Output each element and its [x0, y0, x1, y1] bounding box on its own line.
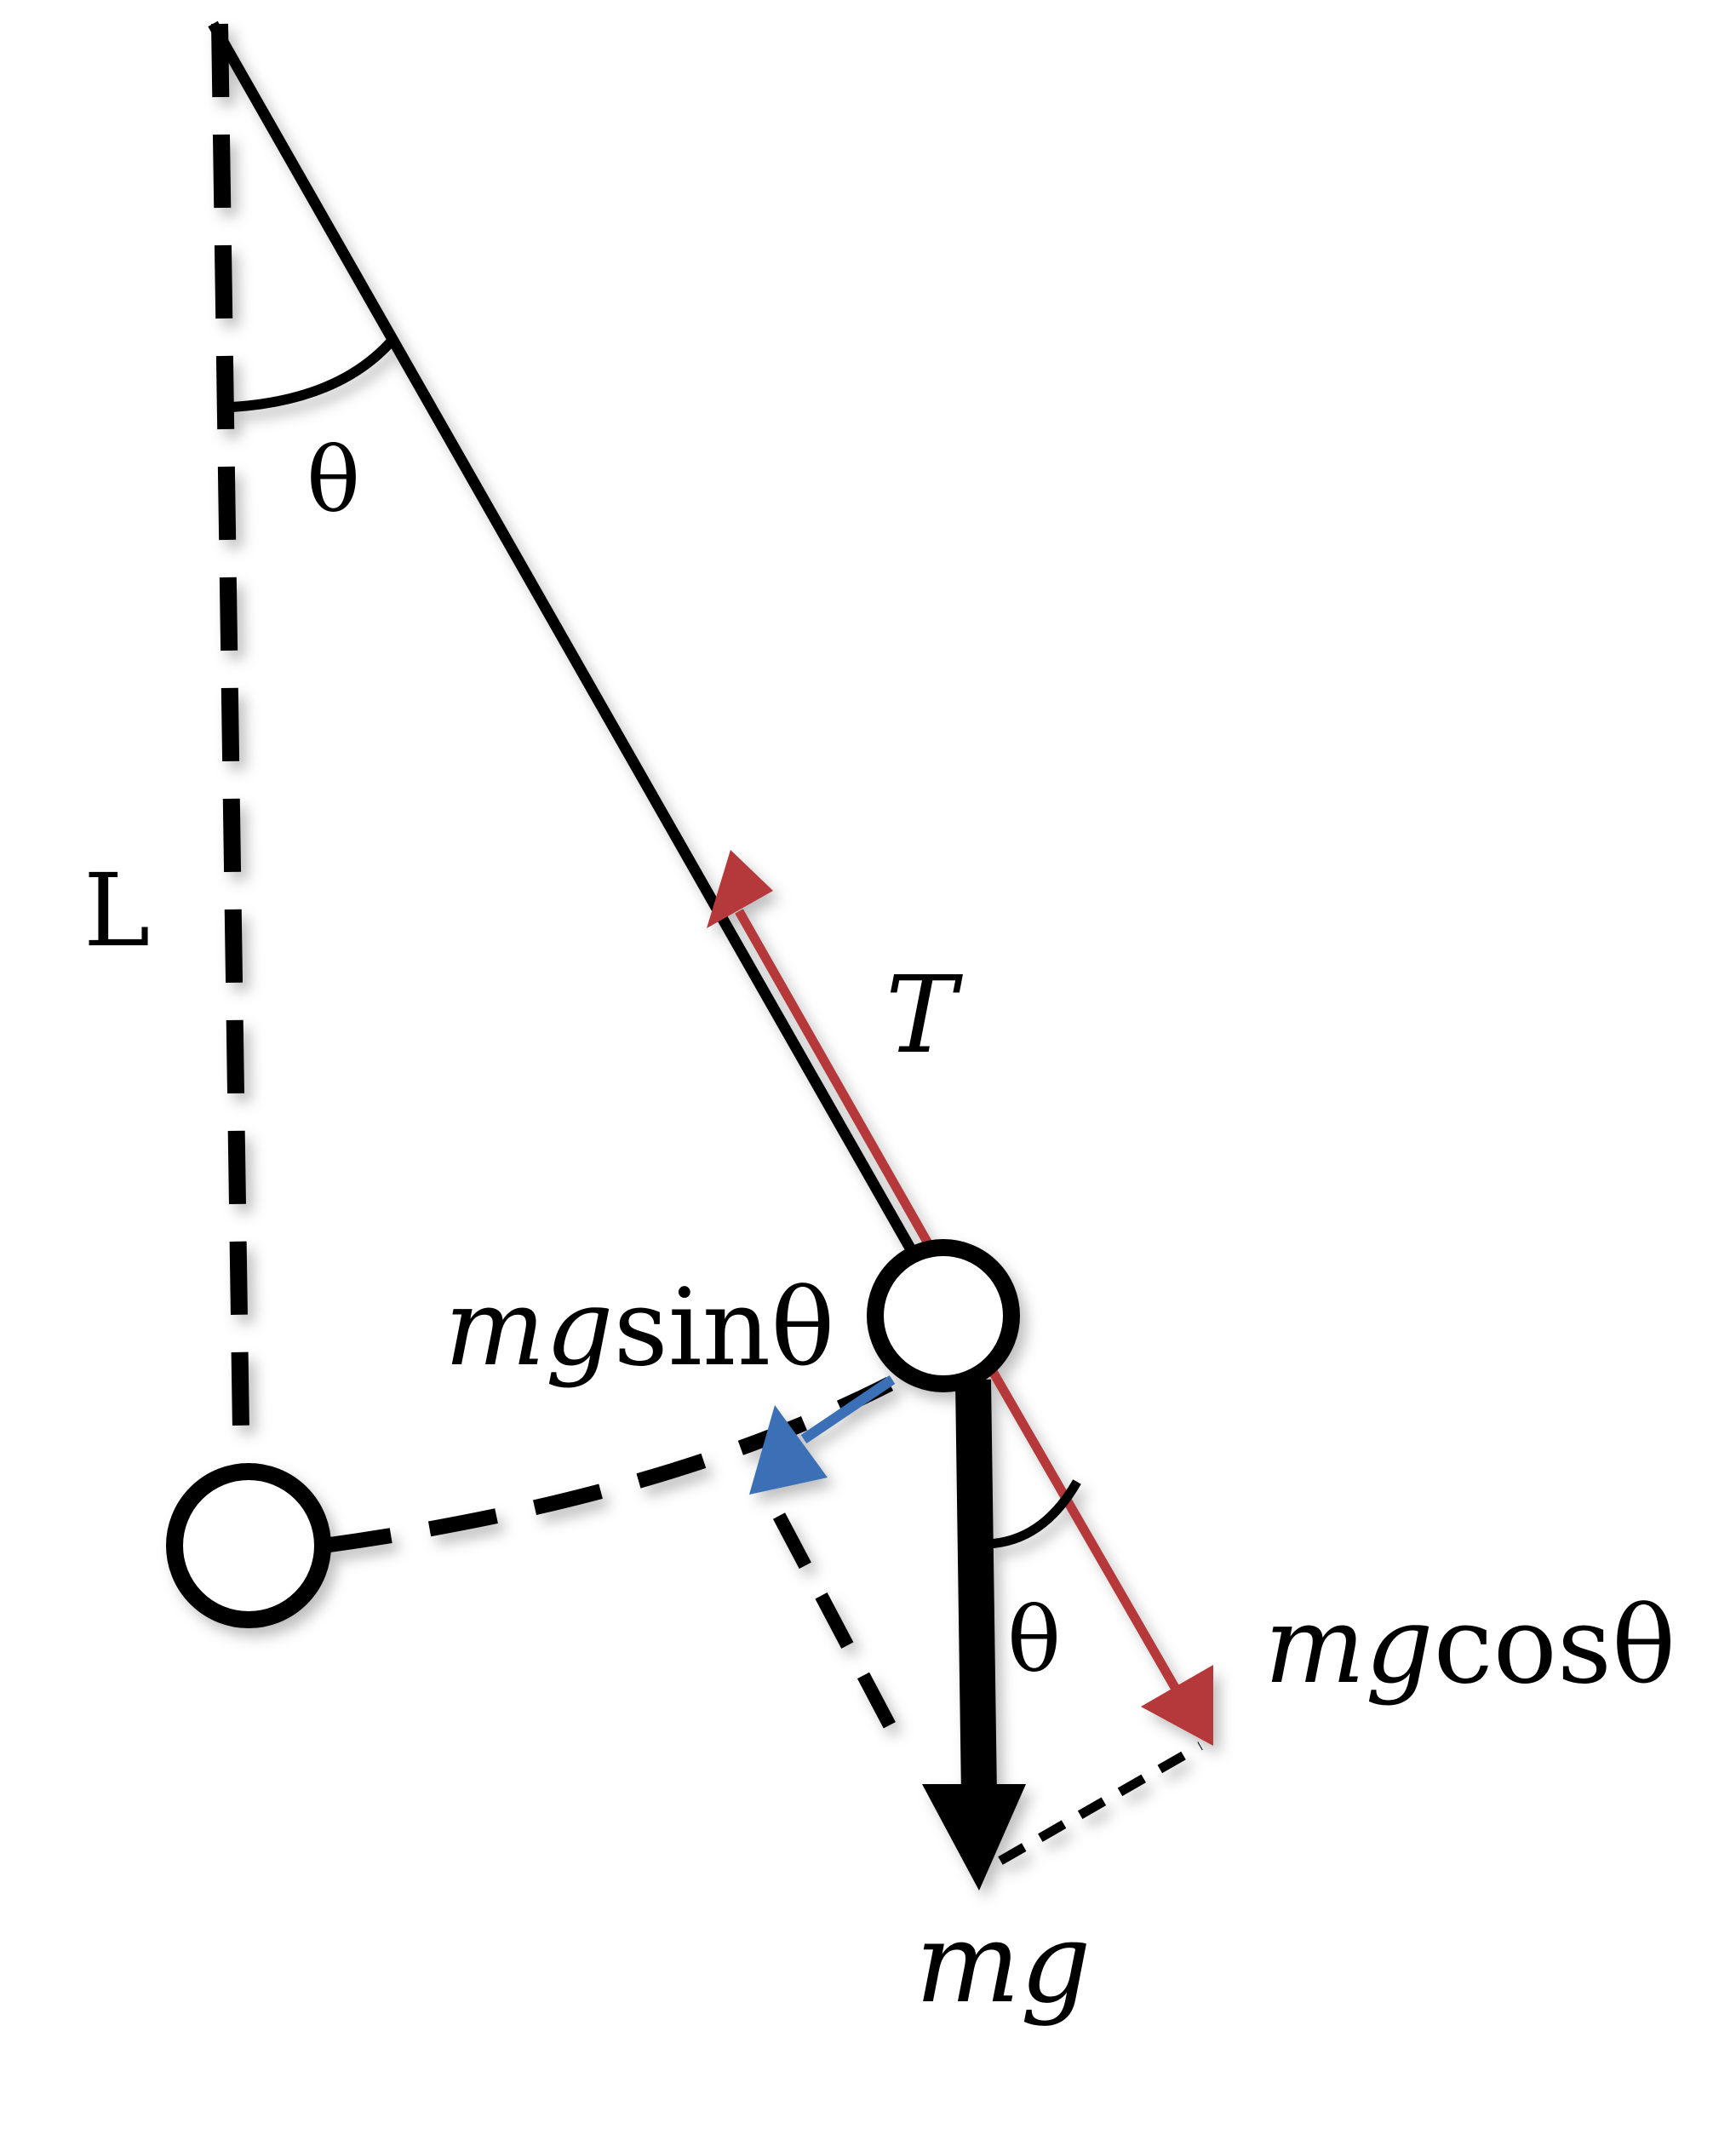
- mgcos-arrowhead: [1141, 1665, 1213, 1746]
- mgsin-label: mgsinθ: [444, 1266, 834, 1390]
- construction-line-right: [998, 1742, 1203, 1865]
- weight-arrowhead: [922, 1784, 1026, 1891]
- theta-label-top: θ: [307, 428, 360, 532]
- theta-label-bottom: θ: [1007, 1588, 1061, 1692]
- pendulum-string: [208, 20, 942, 1298]
- pendulum-bob: [867, 1239, 1020, 1392]
- weight-arrow-shaft: [955, 1379, 997, 1798]
- angle-arc-top: [231, 336, 398, 412]
- mgsin-label-fn: sinθ: [614, 1266, 835, 1390]
- tension-label: T: [885, 954, 963, 1077]
- mgcos-label: mgcosθ: [1264, 1584, 1676, 1707]
- mgcos-arrow-shaft: [983, 1360, 1181, 1693]
- length-label: L: [83, 852, 150, 969]
- tension-arrow-shaft: [735, 909, 932, 1246]
- mgcos-label-var: mg: [1264, 1584, 1434, 1707]
- rest-bob: [166, 1463, 331, 1628]
- vertical-reference-dashed: [211, 23, 249, 1432]
- mgcos-label-fn: cosθ: [1434, 1584, 1676, 1707]
- mgsin-arrowhead: [749, 1405, 828, 1495]
- construction-line-left: [772, 1512, 905, 1745]
- tension-arrowhead: [707, 850, 773, 928]
- weight-label: mg: [915, 1898, 1091, 2028]
- angle-arc-bottom: [987, 1479, 1081, 1549]
- mgsin-label-var: mg: [444, 1266, 614, 1390]
- mgsin-arrow-shaft: [800, 1375, 896, 1443]
